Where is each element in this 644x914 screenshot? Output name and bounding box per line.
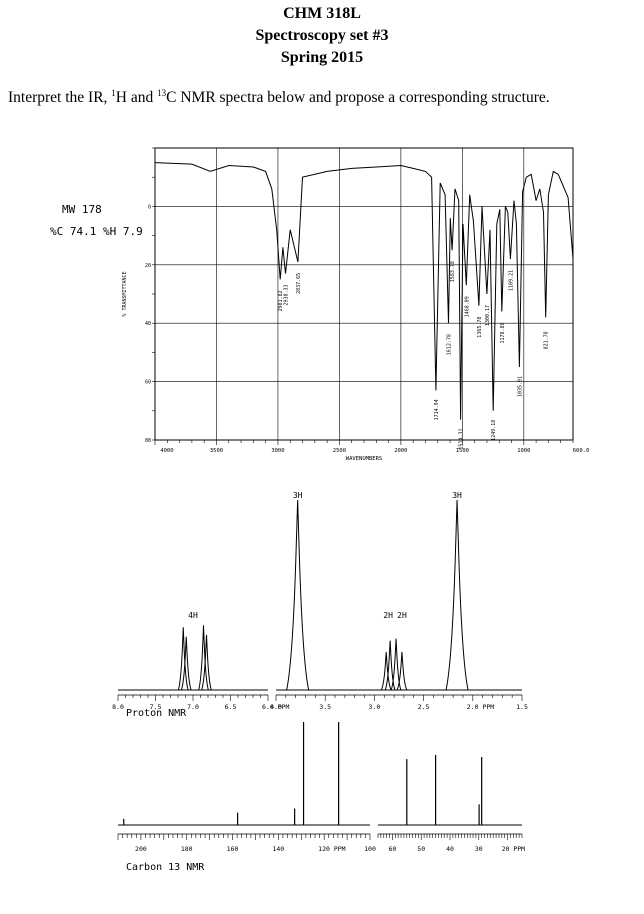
ir-peak-label: 2981.82 [278,290,284,311]
carbon-tick-label: 160 [227,845,239,853]
ir-x-tick-label: 3000 [271,448,284,454]
ir-peak-label: 1249.18 [491,420,497,441]
ir-y-tick-label: 20 [145,263,151,269]
proton-nmr-title: Proton NMR [126,708,187,719]
ir-peak-label: 1035.91 [517,376,523,397]
ir-peak-label: 2938.33 [284,284,290,305]
ir-y-axis-label: % TRANSMITTANCE [122,271,128,316]
carbon-tick-label: 120 PPM [318,845,345,853]
proton-peak [198,625,209,691]
proton-tick-label: 2.0 PPM [467,703,494,711]
carbon-tick-label: 30 [475,845,483,853]
elemental-composition: %C 74.1 %H 7.9 [50,225,143,238]
carbon-tick-label: 50 [417,845,425,853]
proton-integral-label: 2H [383,611,393,620]
ir-x-tick-label: 600.0 [573,448,590,454]
ir-peak-label: 1714.94 [434,399,440,420]
ir-peak-label: 1583.78 [450,261,456,282]
proton-integral-label: 3H [452,491,462,500]
proton-integral-label: 4H [188,611,198,620]
ir-peak-label: 1514.31 [459,428,465,449]
proton-tick-label: 8.0 [112,703,124,711]
ir-peak-label: 1468.09 [464,296,470,317]
ir-x-tick-label: 4000 [160,448,173,454]
carbon-tick-label: 180 [181,845,193,853]
carbon-tick-label: 100 [364,845,376,853]
proton-tick-label: 6.5 [225,703,237,711]
molecular-weight: MW 178 [62,203,102,216]
carbon-tick-label: 140 [272,845,284,853]
proton-peak [177,627,189,691]
proton-tick-label: 7.5 [150,703,162,711]
ir-peak-label: 1109.21 [508,270,514,291]
proton-tick-label: 3.5 [319,703,331,711]
ir-peak-label: 2837.65 [296,273,302,294]
carbon-nmr-title: Carbon 13 NMR [126,862,205,873]
ir-spectrum-trace [154,162,574,420]
proton-tick-label: 7.0 [187,703,199,711]
ir-peak-label: 1365.78 [477,317,483,338]
carbon-tick-label: 200 [135,845,147,853]
ir-peak-label: 1612.78 [446,334,452,355]
ir-y-tick-label: 0 [148,204,151,210]
proton-peak [396,651,408,691]
proton-tick-label: 6.0 PPM [262,703,289,711]
ir-x-tick-label: 2000 [394,448,407,454]
proton-tick-label: 2.5 [418,703,430,711]
set-title: Spectroscopy set #3 [255,27,389,44]
ir-peak-label: 1178.88 [500,322,506,343]
ir-y-tick-label: 60 [145,380,151,386]
proton-peak [380,651,392,691]
proton-peak [286,499,310,691]
ir-x-tick-label: 1500 [456,448,469,454]
ir-plot-frame [154,147,574,441]
term-title: Spring 2015 [280,49,364,66]
proton-peak [201,634,212,691]
proton-peak [384,640,396,691]
proton-integral-label: 2H [397,611,407,620]
carbon-tick-label: 20 PPM [502,845,526,853]
proton-integral-label: 3H [293,491,303,500]
ir-x-axis-label: WAVENUMBERS [346,456,382,462]
proton-tick-label: 4.0 [270,703,282,711]
carbon-tick-label: 60 [388,845,396,853]
ir-x-tick-label: 1000 [517,448,530,454]
proton-peak [180,636,192,691]
carbon-tick-label: 40 [446,845,454,853]
ir-peak-label: 821.78 [544,331,550,349]
proton-peak [445,499,469,691]
ir-x-tick-label: 3500 [210,448,223,454]
proton-tick-label: 3.0 [369,703,381,711]
course-title: CHM 318L [283,5,361,22]
ir-x-tick-label: 2500 [333,448,346,454]
proton-tick-label: 1.5 [516,703,528,711]
ir-peak-label: 1300.17 [485,305,491,326]
ir-y-tick-label: 80 [145,438,151,444]
ir-y-tick-label: 40 [145,321,151,327]
instructions: Interpret the IR, 1H and 13C NMR spectra… [8,88,550,107]
